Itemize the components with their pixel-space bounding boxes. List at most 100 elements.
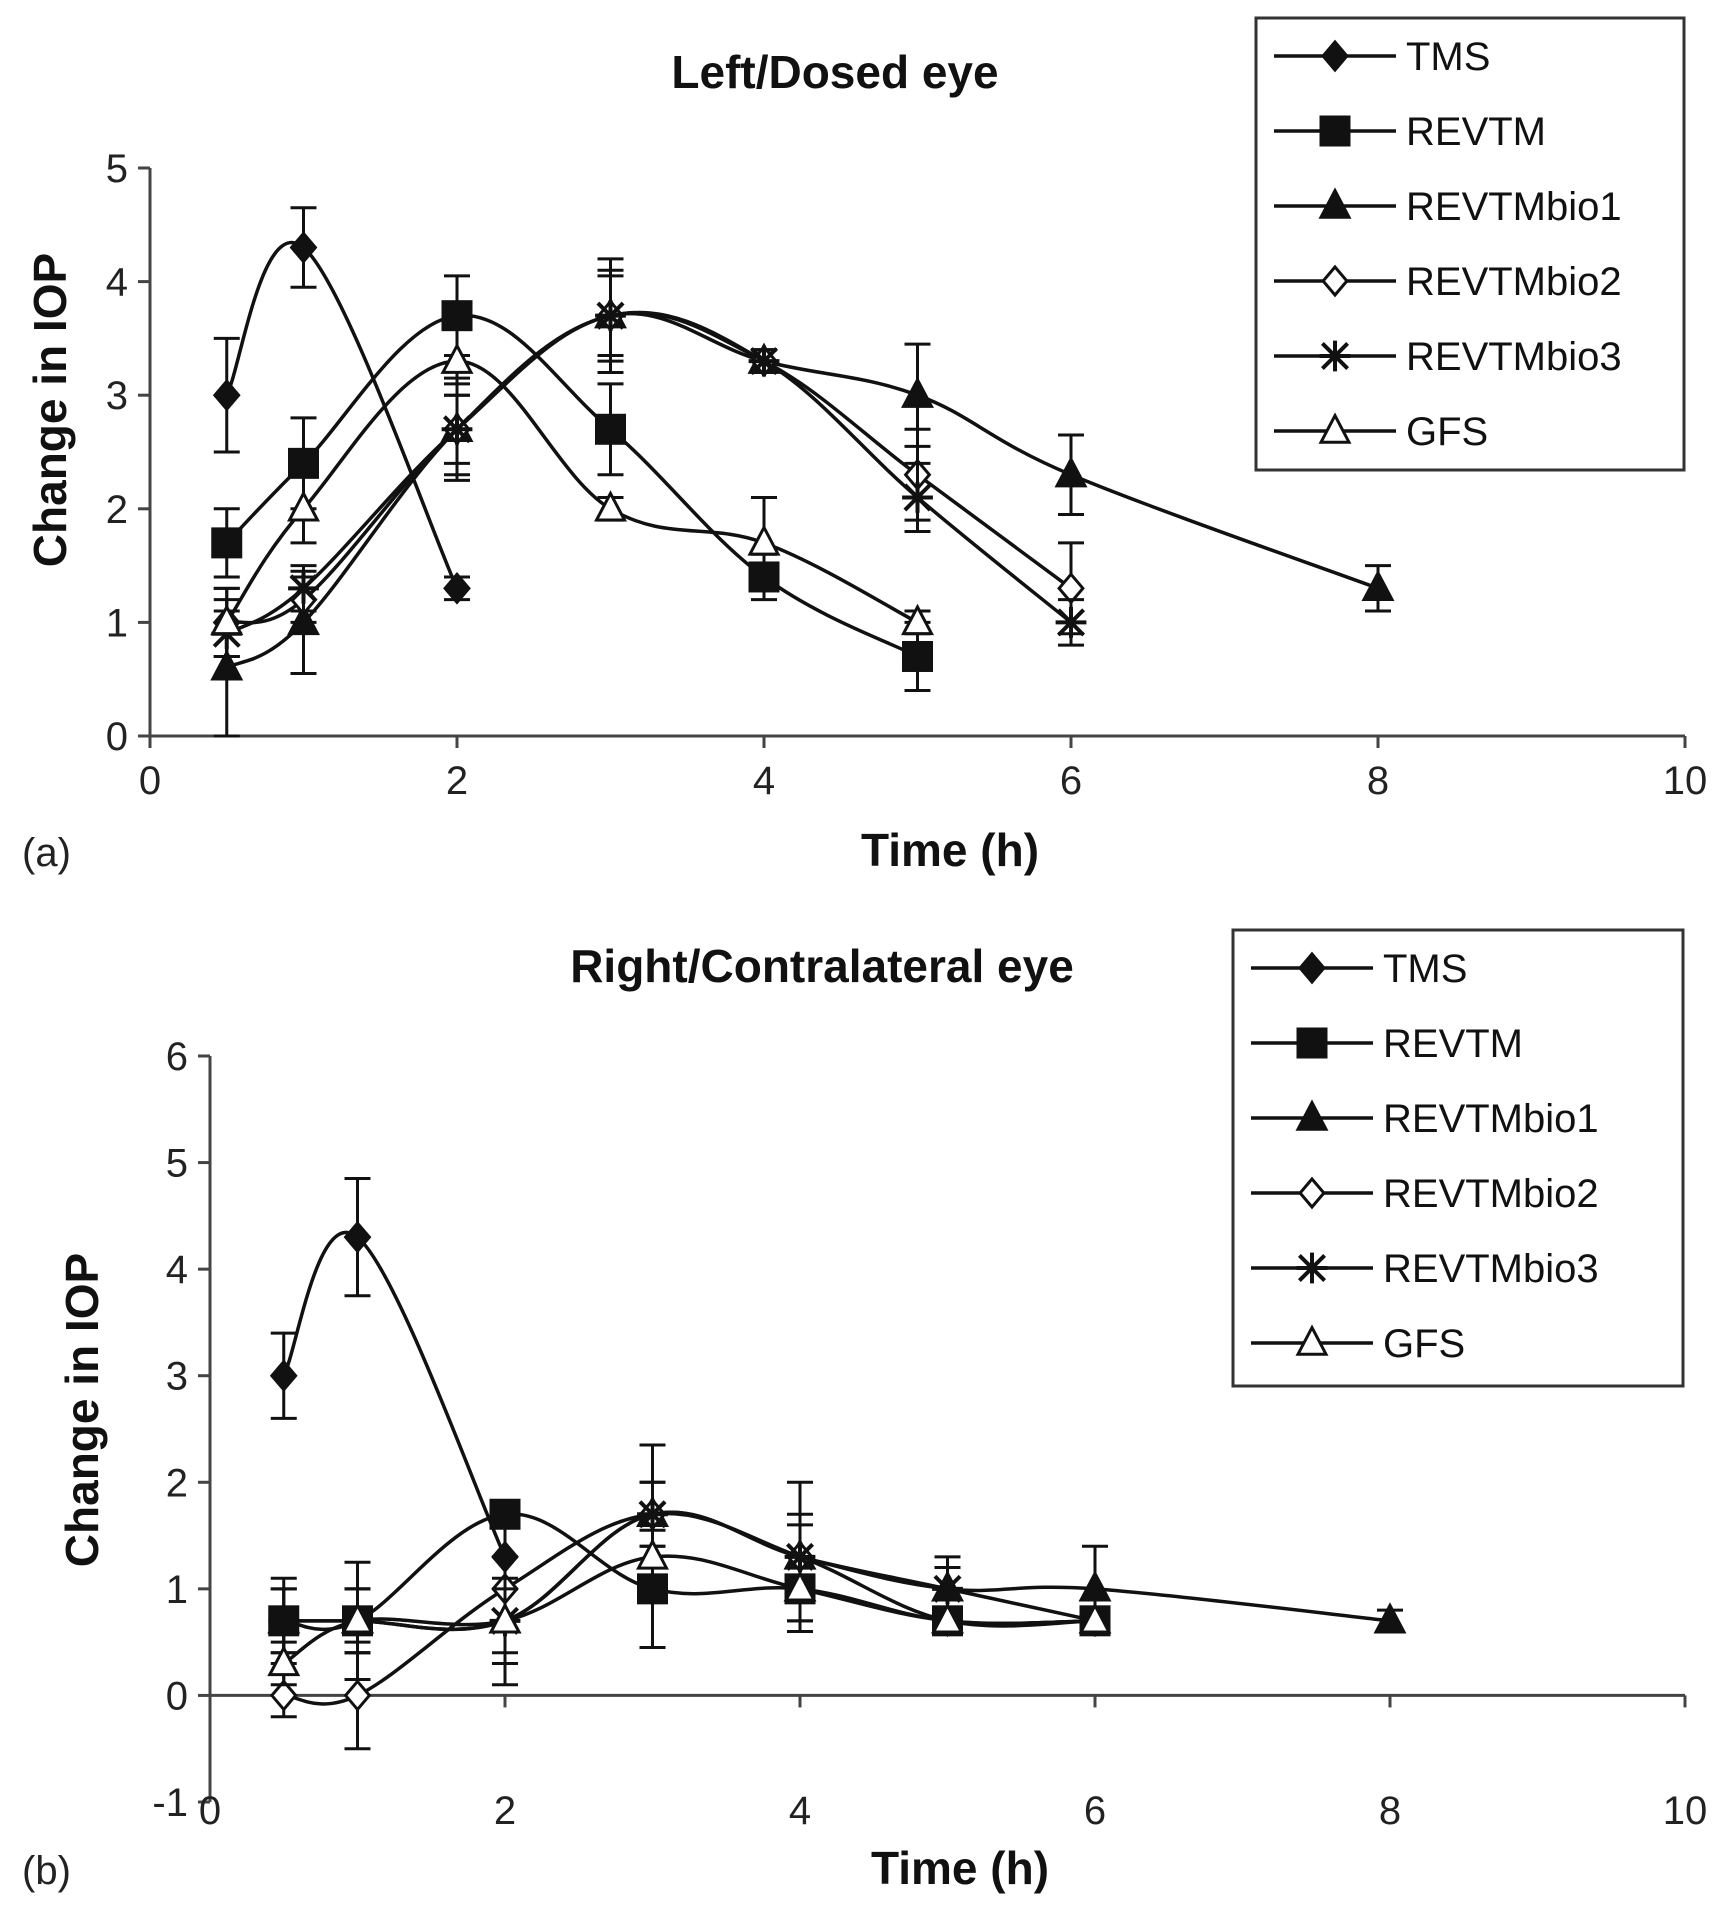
marker-square	[1296, 1027, 1328, 1059]
legend: TMS REVTM REVTMbio1 REVTMbio2 REVTMbio3 GFS	[1254, 16, 1686, 472]
marker-diamond	[212, 378, 241, 412]
marker-star	[902, 482, 933, 513]
legend-item-revtmbio3: REVTMbio3	[1251, 1247, 1599, 1291]
x-tick-label: 6	[1084, 1789, 1106, 1833]
marker-triangle	[901, 376, 934, 408]
marker-square	[595, 413, 626, 445]
marker-open-triangle	[747, 524, 781, 556]
marker-square	[441, 300, 473, 332]
legend-label: TMS	[1383, 947, 1467, 991]
legend: TMS REVTM REVTMbio1 REVTMbio2 REVTMbio3 GFS	[1231, 928, 1685, 1388]
marker-triangle	[1295, 1099, 1329, 1131]
marker-open-triangle	[210, 603, 244, 636]
marker-diamond	[1321, 39, 1349, 73]
x-tick-label: 10	[1663, 759, 1708, 803]
marker-diamond	[269, 1359, 298, 1393]
marker-triangle	[1318, 187, 1352, 219]
marker-open-triangle	[594, 490, 627, 522]
legend-item-revtm: REVTM	[1274, 110, 1546, 154]
legend-item-revtm: REVTM	[1251, 1022, 1523, 1066]
series-line	[283, 1512, 1096, 1632]
series-tms	[212, 206, 471, 605]
series-line	[225, 310, 1073, 636]
legend-label: REVTMbio3	[1406, 335, 1622, 379]
legend-item-revtmbio2: REVTMbio2	[1251, 1172, 1599, 1216]
y-tick-label: 6	[166, 1035, 188, 1079]
series-line	[225, 313, 919, 659]
marker-open-triangle	[341, 1602, 374, 1634]
legend-label: REVTM	[1406, 110, 1546, 154]
marker-diamond	[343, 1220, 372, 1254]
series-gfs	[210, 325, 934, 658]
legend-label: REVTMbio1	[1383, 1097, 1599, 1141]
y-axis-label: Change in IOP	[56, 1253, 108, 1567]
x-tick-label: 2	[446, 759, 468, 803]
marker-square	[288, 447, 319, 479]
marker-open-triangle	[287, 490, 320, 522]
legend-label: GFS	[1406, 410, 1488, 454]
x-tick-label: 10	[1663, 1789, 1708, 1833]
legend-label: TMS	[1406, 35, 1490, 79]
legend-box	[1231, 928, 1685, 1388]
marker-open-triangle	[901, 603, 934, 636]
y-tick-label: -1	[152, 1781, 188, 1825]
y-tick-label: 4	[166, 1248, 188, 1292]
series-gfs	[267, 1523, 1112, 1687]
legend-label: REVTM	[1383, 1022, 1523, 1066]
y-tick-label: 3	[166, 1355, 188, 1399]
marker-star	[288, 572, 319, 604]
y-tick-label: 2	[106, 488, 128, 532]
x-tick-label: 4	[789, 1789, 811, 1833]
marker-diamond	[289, 231, 318, 264]
marker-open-triangle	[488, 1602, 522, 1634]
y-tick-label: 0	[106, 715, 128, 759]
marker-open-triangle	[1295, 1324, 1329, 1356]
y-tick-label: 3	[106, 374, 128, 418]
legend-item-revtmbio1: REVTMbio1	[1251, 1097, 1599, 1141]
marker-open-triangle	[931, 1602, 964, 1634]
marker-star	[595, 300, 626, 332]
marker-star	[748, 345, 780, 377]
marker-open-triangle	[636, 1538, 669, 1570]
chart-title: Right/Contralateral eye	[570, 940, 1074, 992]
marker-open-triangle	[783, 1570, 817, 1602]
marker-square	[211, 527, 243, 559]
y-tick-label: 1	[166, 1568, 188, 1612]
panel-label: (a)	[22, 831, 71, 875]
legend-item-tms: TMS	[1274, 35, 1490, 79]
marker-triangle	[1054, 456, 1088, 488]
marker-open-diamond	[1321, 264, 1349, 298]
y-axis-label: Change in IOP	[24, 253, 76, 567]
marker-diamond	[443, 572, 471, 605]
chart-title: Left/Dosed eye	[671, 46, 998, 98]
x-axis-label: Time (h)	[871, 1842, 1049, 1894]
marker-star	[637, 1498, 668, 1530]
legend-label: REVTMbio3	[1383, 1247, 1599, 1291]
y-tick-label: 5	[166, 1142, 188, 1186]
marker-square	[902, 640, 933, 672]
legend-item-revtmbio1: REVTMbio1	[1274, 185, 1622, 229]
legend-label: REVTMbio1	[1406, 185, 1622, 229]
x-axis-label: Time (h)	[861, 824, 1039, 876]
marker-triangle	[1078, 1570, 1112, 1602]
marker-open-triangle	[1318, 412, 1352, 444]
marker-square	[489, 1498, 521, 1530]
legend-item-revtmbio2: REVTMbio2	[1274, 260, 1622, 304]
series-line	[283, 1510, 1391, 1632]
series-line	[283, 1510, 1096, 1632]
x-tick-label: 4	[753, 759, 775, 803]
marker-open-triangle	[1078, 1602, 1112, 1634]
plot-area: 0 1 2 3 4 5 0 2 4 6 8 10	[106, 147, 1708, 803]
x-tick-label: 6	[1060, 759, 1082, 803]
marker-open-diamond	[1298, 1176, 1326, 1210]
legend-box	[1254, 16, 1686, 472]
marker-star	[1319, 340, 1351, 372]
marker-triangle	[210, 649, 244, 681]
marker-open-triangle	[267, 1644, 301, 1677]
x-tick-label: 0	[199, 1789, 221, 1833]
x-tick-label: 8	[1367, 759, 1389, 803]
marker-open-diamond	[343, 1679, 372, 1712]
marker-star	[1296, 1252, 1328, 1284]
legend-item-revtmbio3: REVTMbio3	[1274, 335, 1622, 379]
